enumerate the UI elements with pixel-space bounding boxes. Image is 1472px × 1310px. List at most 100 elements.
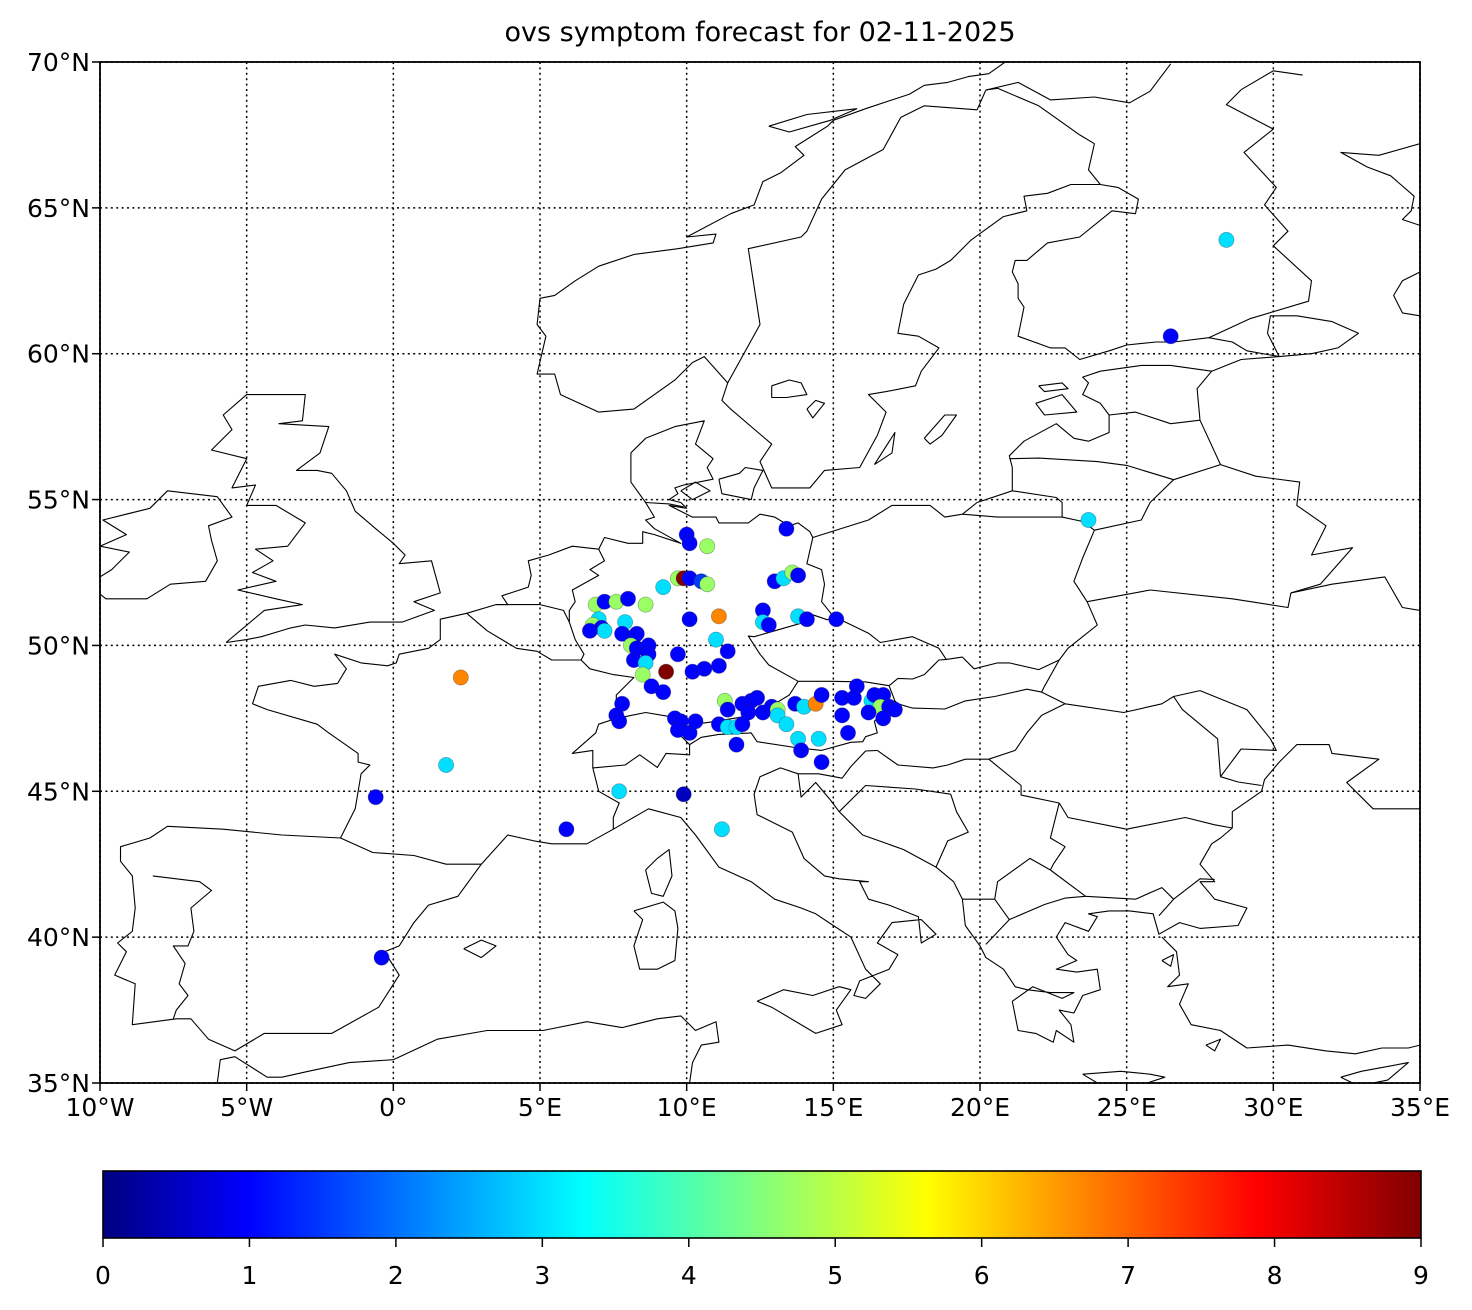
forecast-point	[675, 786, 692, 803]
colorbar-tick-label: 0	[95, 1261, 111, 1290]
country-border	[962, 857, 1051, 900]
coastline	[1035, 394, 1078, 416]
forecast-point	[708, 631, 725, 648]
country-border	[727, 89, 987, 384]
colorbar-tick-label: 3	[534, 1261, 550, 1290]
forecast-point	[373, 949, 390, 966]
forecast-point	[687, 713, 704, 730]
y-tick-label: 70°N	[27, 48, 90, 77]
coastlines-and-borders	[100, 62, 1420, 1083]
x-tick-label: 30°E	[1243, 1093, 1303, 1122]
x-tick-label: 10°W	[65, 1093, 134, 1122]
country-border	[935, 794, 969, 868]
y-tick-label: 55°N	[27, 486, 90, 515]
country-border	[1173, 878, 1215, 900]
country-border	[897, 688, 1042, 710]
forecast-point	[778, 716, 795, 733]
x-tick-label: 35°E	[1390, 1093, 1450, 1122]
forecast-point	[778, 520, 795, 537]
coastline	[100, 490, 233, 600]
country-border	[985, 63, 1172, 104]
country-border	[1009, 895, 1086, 921]
forecast-point	[798, 611, 815, 628]
coastline	[1161, 936, 1420, 1055]
forecast-point	[558, 821, 575, 838]
country-border	[1173, 696, 1222, 777]
country-border	[747, 614, 947, 687]
x-tick-label: 25°E	[1097, 1093, 1157, 1122]
country-border	[1086, 589, 1292, 609]
coastline	[1393, 271, 1420, 317]
forecast-point	[1218, 231, 1235, 248]
forecast-point	[875, 710, 892, 727]
country-border	[985, 87, 1101, 185]
y-tick-label: 35°N	[27, 1069, 90, 1098]
forecast-point	[728, 736, 745, 753]
country-border	[798, 749, 878, 779]
forecast-point	[834, 707, 851, 724]
country-border	[1220, 776, 1262, 787]
chart-title: ovs symptom forecast for 02-11-2025	[504, 17, 1015, 48]
colorbar-tick-label: 5	[827, 1261, 843, 1290]
y-tick-label: 45°N	[27, 777, 90, 806]
country-border	[1058, 802, 1233, 830]
y-tick-label: 65°N	[27, 194, 90, 223]
coastline	[114, 62, 1280, 1052]
forecast-point	[719, 701, 736, 718]
coastline	[923, 414, 958, 445]
coastline	[873, 431, 896, 466]
forecast-point	[669, 646, 686, 663]
colorbar-tick-label: 1	[241, 1261, 257, 1290]
country-border	[806, 537, 834, 617]
forecast-point	[813, 754, 830, 771]
forecast-point	[620, 590, 637, 607]
country-border	[947, 749, 1016, 766]
colorbar-tick-label: 2	[388, 1261, 404, 1290]
coastline	[806, 399, 826, 419]
x-tick-label: 20°E	[950, 1093, 1010, 1122]
coastline	[463, 939, 497, 959]
country-border	[1009, 457, 1174, 481]
country-border	[1065, 690, 1201, 714]
forecast-point	[710, 657, 727, 674]
forecast-point	[681, 535, 698, 552]
country-border	[962, 513, 1098, 661]
forecast-point	[860, 704, 877, 721]
coastline	[633, 901, 679, 970]
country-border	[1014, 703, 1066, 751]
x-tick-label: 5°W	[220, 1093, 273, 1122]
colorbar-tick-label: 6	[974, 1261, 990, 1290]
country-border	[1012, 490, 1063, 518]
axis-ticks-and-labels: 10°W 5°W 0° 5°E 10°E 15°E 20°E 25°E 30°E 35°E 70°N…	[27, 48, 1450, 1122]
forecast-point	[886, 701, 903, 718]
country-border	[340, 837, 482, 865]
country-border	[1240, 70, 1303, 91]
forecast-point	[845, 689, 862, 706]
forecast-point	[760, 617, 777, 634]
country-border	[592, 729, 691, 769]
colorbar-tick-label: 7	[1120, 1261, 1136, 1290]
coastline	[718, 466, 764, 501]
coastline	[1161, 954, 1175, 967]
coastline	[645, 849, 673, 897]
coastline	[1340, 143, 1420, 226]
y-tick-label: 50°N	[27, 631, 90, 660]
forecast-point	[611, 713, 628, 730]
coastline	[480, 744, 1420, 1043]
country-border	[876, 749, 948, 769]
x-tick-label: 0°	[379, 1093, 407, 1122]
country-border	[1196, 370, 1213, 421]
forecast-point	[655, 684, 672, 701]
country-border	[1220, 464, 1354, 594]
country-border	[1041, 659, 1066, 705]
graticule-gridlines	[99, 61, 1421, 1084]
forecast-point	[637, 596, 654, 613]
country-border	[946, 656, 1060, 671]
forecast-point	[634, 666, 651, 683]
forecast-point	[581, 622, 598, 639]
coastline	[1082, 1070, 1166, 1083]
colorbar-tick-label: 8	[1267, 1261, 1283, 1290]
forecast-point	[719, 643, 736, 660]
